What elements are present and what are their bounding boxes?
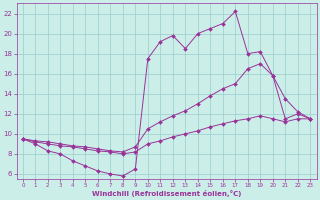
X-axis label: Windchill (Refroidissement éolien,°C): Windchill (Refroidissement éolien,°C): [92, 190, 241, 197]
